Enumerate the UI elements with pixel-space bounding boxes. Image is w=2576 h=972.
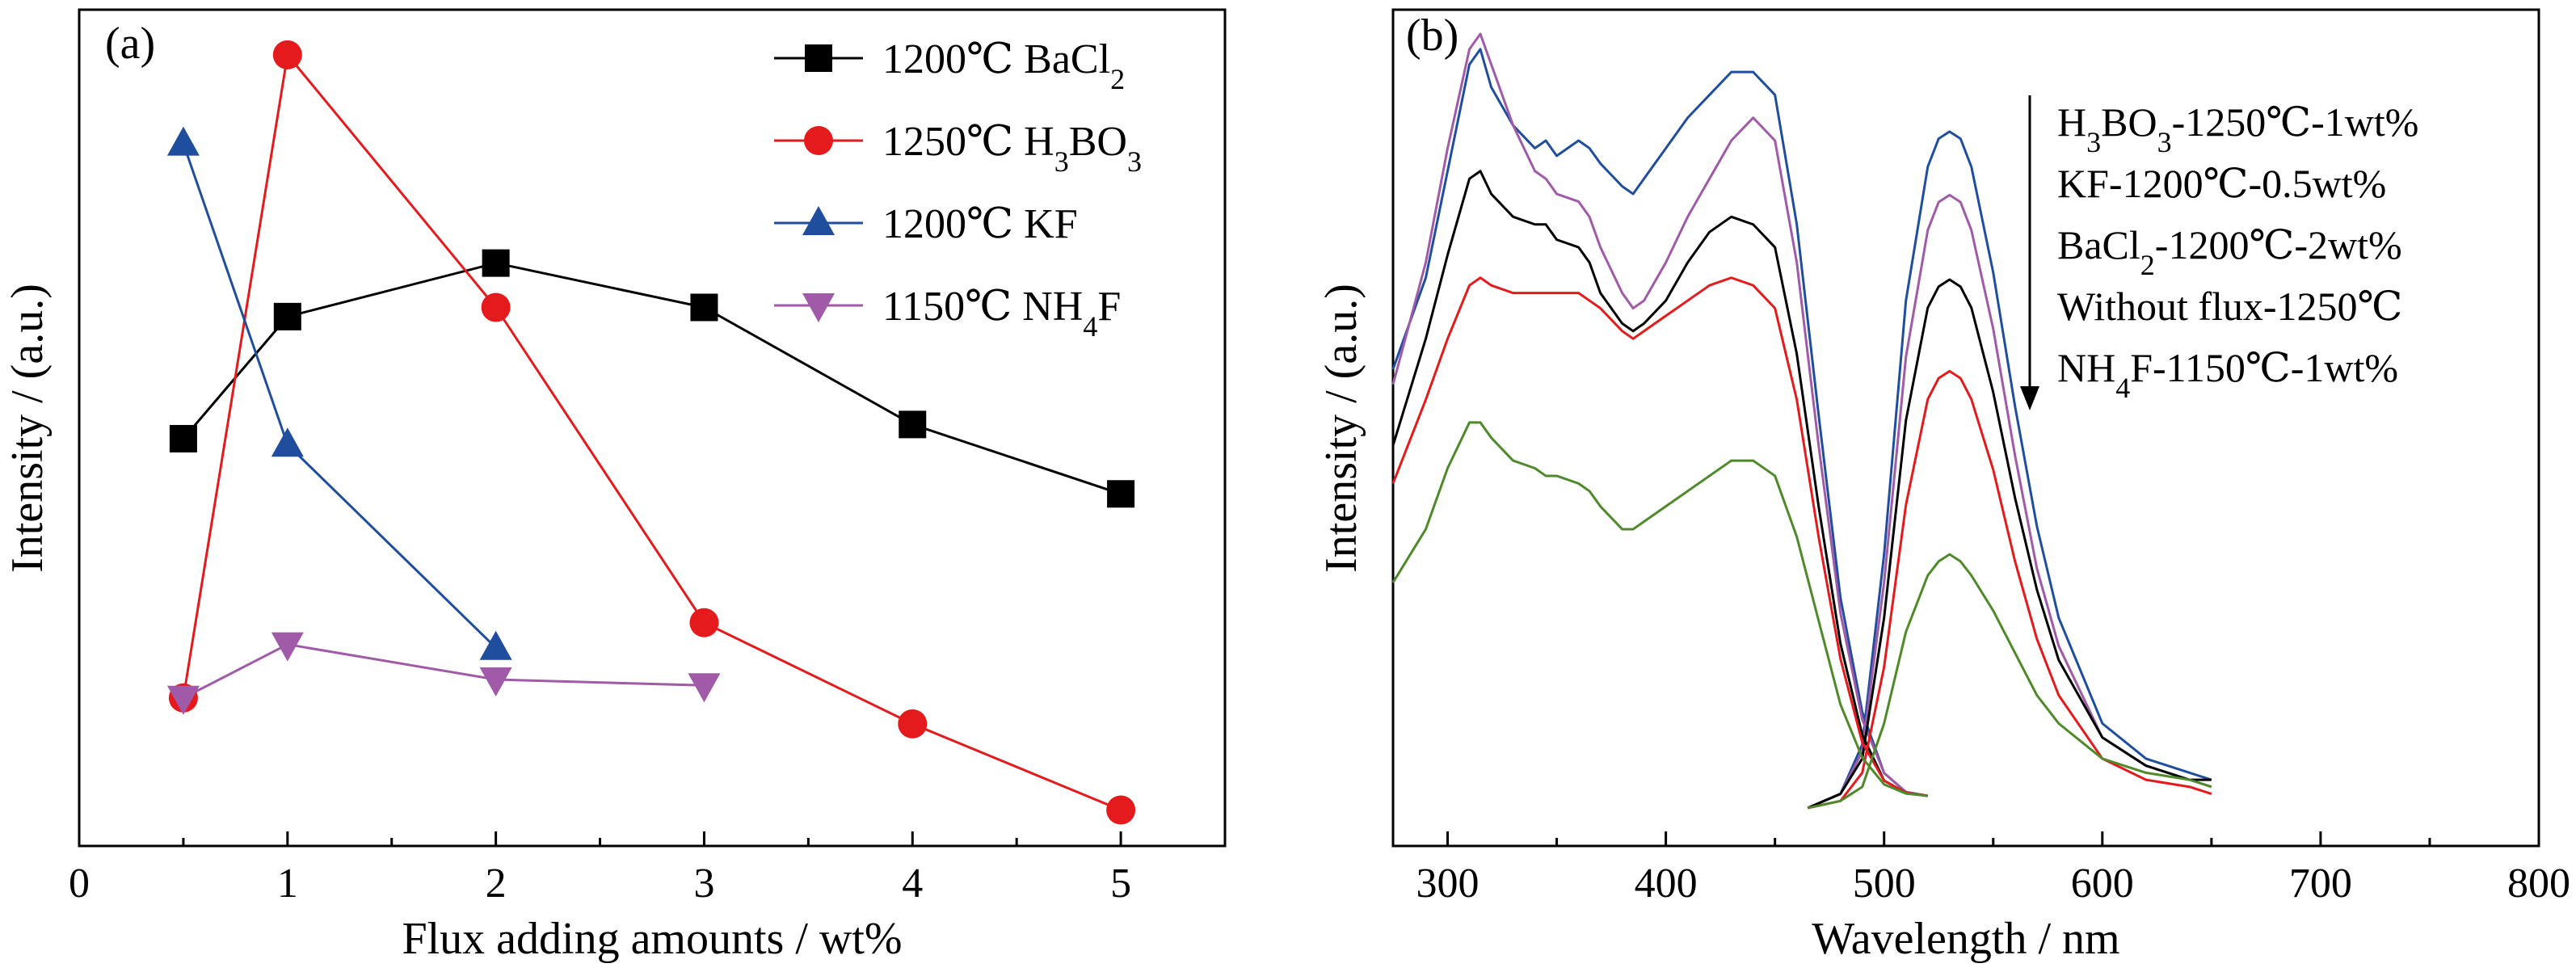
y-axis-title-a: Intensity / (a.u.) [2, 284, 53, 573]
order-arrow-head [2020, 386, 2039, 410]
x-tick-label-a: 2 [486, 860, 507, 907]
series-lines-a [182, 52, 1122, 811]
legend-label: 1250℃ H3BO3 [882, 119, 1142, 178]
excitation-curve-4 [1391, 421, 1928, 797]
x-tick-label-a: 0 [69, 860, 90, 907]
data-point-0-0 [169, 424, 197, 452]
emission-curve-0 [1807, 130, 2212, 810]
data-point-0-3 [690, 293, 718, 322]
excitation-curve-2 [1391, 170, 1928, 797]
data-point-1-2 [481, 292, 511, 322]
data-point-2-1 [271, 427, 304, 457]
annotation-line-2: BaCl2-1200℃-2wt% [2057, 222, 2402, 281]
emission-curve-3 [1807, 369, 2212, 810]
data-point-1-3 [689, 608, 719, 637]
annotation-line-0: H3BO3-1250℃-1wt% [2057, 99, 2418, 158]
x-tick-label-b: 600 [2071, 860, 2134, 907]
data-point-2-0 [166, 126, 200, 156]
legend-entry-0: 1200℃ BaCl2 [774, 36, 1125, 95]
plot-frame-a [78, 8, 1227, 848]
x-tick-label-a: 5 [1110, 860, 1131, 907]
x-axis-a: 0 1 2 3 4 5 [69, 831, 1131, 907]
panel-label-a: (a) [105, 19, 155, 69]
legend-label: 1200℃ KF [882, 201, 1078, 247]
x-tick-label-a: 4 [902, 860, 923, 907]
legend-entry-2: 1200℃ KF [774, 201, 1078, 247]
data-point-1-4 [898, 709, 928, 738]
series-line-2 [182, 143, 497, 649]
x-tick-label-b: 400 [1635, 860, 1698, 907]
x-axis-title-a: Flux adding amounts / wt% [402, 914, 902, 964]
x-tick-label-a: 3 [693, 860, 714, 907]
data-point-legend-2 [802, 206, 835, 235]
emission-curve-2 [1807, 278, 2212, 810]
panel-label-b: (b) [1406, 11, 1458, 61]
legend-label: 1200℃ BaCl2 [882, 36, 1125, 95]
emission-curve-4 [1807, 553, 2212, 810]
excitation-curve-1 [1391, 32, 1928, 797]
annotation-b: H3BO3-1250℃-1wt%KF-1200℃-0.5wt% BaCl2-120… [2020, 95, 2418, 410]
series-markers-a [166, 40, 1136, 825]
data-point-3-3 [688, 673, 721, 703]
data-point-3-1 [271, 632, 304, 662]
legend-entry-1: 1250℃ H3BO3 [774, 119, 1142, 178]
legend-a: 1200℃ BaCl2 1250℃ H3BO3 1200℃ KF 1150℃ NH4F [774, 36, 1142, 343]
legend-label: 1150℃ NH4F [882, 284, 1121, 343]
data-point-0-1 [273, 302, 301, 330]
excitation-curve-0 [1391, 48, 1928, 797]
x-axis-title-b: Wavelength / nm [1812, 914, 2119, 964]
annotation-line-1: KF-1200℃-0.5wt% [2057, 161, 2386, 206]
data-point-3-2 [479, 667, 512, 697]
x-tick-label-b: 700 [2289, 860, 2352, 907]
data-point-legend-0 [805, 44, 832, 72]
data-point-3-0 [166, 685, 200, 715]
x-tick-label-b: 800 [2507, 860, 2570, 907]
data-point-legend-1 [804, 126, 833, 155]
annotation-line-3: Without flux-1250℃ [2057, 284, 2403, 329]
data-point-1-5 [1106, 795, 1136, 825]
plot-frame-b [1391, 8, 2540, 848]
x-tick-label-a: 1 [277, 860, 298, 907]
x-tick-label-b: 500 [1853, 860, 1916, 907]
data-point-1-1 [272, 40, 302, 69]
x-tick-label-b: 300 [1416, 860, 1480, 907]
series-line-1 [182, 52, 1122, 811]
panel-a: 0 1 2 3 4 5 (a) Flux adding amounts / wt% Int… [2, 8, 1227, 964]
data-point-0-4 [899, 410, 927, 439]
excitation-curve-3 [1391, 276, 1928, 797]
legend-entry-3: 1150℃ NH4F [774, 284, 1121, 343]
data-point-0-5 [1107, 480, 1135, 508]
panel-b: 300 400 500 600 700 800 (b) Wavelength / nm I… [1316, 8, 2570, 964]
data-point-legend-3 [802, 293, 835, 322]
data-point-0-2 [482, 249, 510, 277]
annotation-line-4: NH4F-1150℃-1wt% [2057, 345, 2398, 404]
data-point-2-2 [479, 630, 512, 660]
y-axis-title-b: Intensity / (a.u.) [1316, 284, 1366, 573]
spectra-b [1391, 32, 2212, 810]
series-line-3 [183, 643, 705, 700]
x-axis-b: 300 400 500 600 700 800 [1416, 831, 2570, 907]
series-line-0 [182, 262, 1122, 495]
